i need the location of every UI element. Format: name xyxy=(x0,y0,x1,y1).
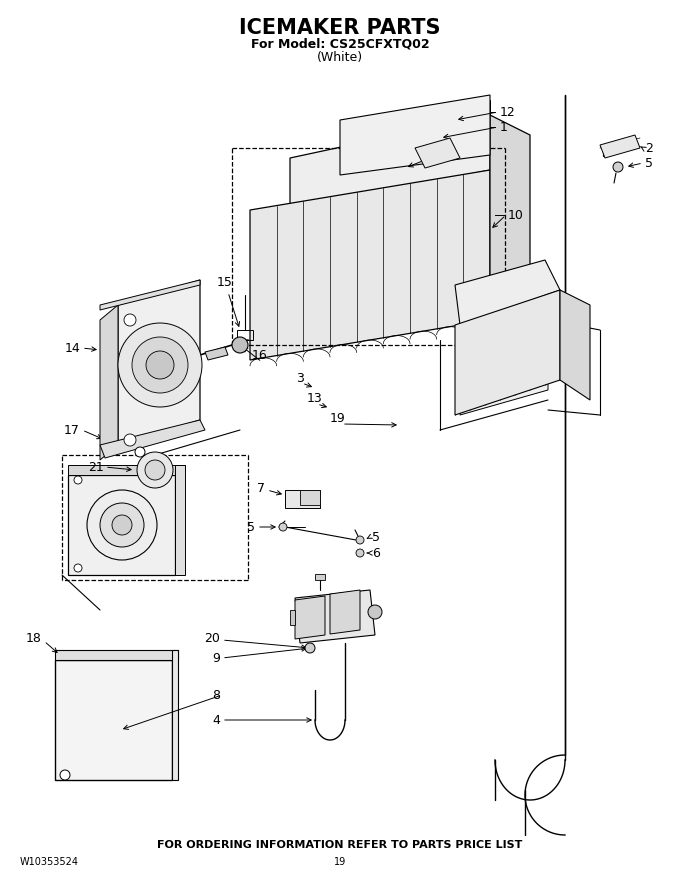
Circle shape xyxy=(145,460,165,480)
Circle shape xyxy=(356,549,364,557)
Polygon shape xyxy=(290,610,295,625)
Circle shape xyxy=(112,515,132,535)
Text: FOR ORDERING INFORMATION REFER TO PARTS PRICE LIST: FOR ORDERING INFORMATION REFER TO PARTS … xyxy=(157,840,523,850)
Circle shape xyxy=(132,337,188,393)
Text: 8: 8 xyxy=(212,688,220,701)
Polygon shape xyxy=(295,590,375,643)
Polygon shape xyxy=(300,490,320,505)
Text: 16: 16 xyxy=(252,348,268,362)
Polygon shape xyxy=(118,280,200,445)
Text: (White): (White) xyxy=(317,50,363,63)
Circle shape xyxy=(74,564,82,572)
Text: 13: 13 xyxy=(307,392,323,405)
Circle shape xyxy=(135,447,145,457)
Polygon shape xyxy=(330,590,360,634)
Polygon shape xyxy=(455,260,560,325)
Circle shape xyxy=(305,643,315,653)
Text: 14: 14 xyxy=(64,341,80,355)
Text: ICEMAKER PARTS: ICEMAKER PARTS xyxy=(239,18,441,38)
Polygon shape xyxy=(600,135,640,158)
Polygon shape xyxy=(285,490,320,508)
Polygon shape xyxy=(490,115,530,320)
Text: 21: 21 xyxy=(88,460,104,473)
Polygon shape xyxy=(205,347,228,360)
Text: 10: 10 xyxy=(508,209,524,222)
Text: 4: 4 xyxy=(212,714,220,727)
Circle shape xyxy=(118,323,202,407)
Polygon shape xyxy=(455,290,560,415)
Circle shape xyxy=(74,476,82,484)
Polygon shape xyxy=(68,475,175,575)
Text: 5: 5 xyxy=(247,520,255,533)
Circle shape xyxy=(100,503,144,547)
Text: For Model: CS25CFXTQ02: For Model: CS25CFXTQ02 xyxy=(251,38,429,50)
Text: 7: 7 xyxy=(257,481,265,495)
Circle shape xyxy=(232,337,248,353)
Text: 19: 19 xyxy=(334,857,346,867)
Polygon shape xyxy=(68,465,185,475)
Polygon shape xyxy=(55,650,178,660)
Circle shape xyxy=(124,434,136,446)
Text: 5: 5 xyxy=(645,157,653,170)
Text: 17: 17 xyxy=(64,423,80,436)
Text: 3: 3 xyxy=(296,371,304,385)
Text: 18: 18 xyxy=(26,632,42,644)
Circle shape xyxy=(613,162,623,172)
Polygon shape xyxy=(172,650,178,780)
Circle shape xyxy=(124,314,136,326)
Polygon shape xyxy=(250,170,490,360)
Polygon shape xyxy=(175,465,185,575)
Polygon shape xyxy=(415,138,460,168)
Circle shape xyxy=(87,490,157,560)
Polygon shape xyxy=(560,290,590,400)
Circle shape xyxy=(356,536,364,544)
Polygon shape xyxy=(460,315,548,415)
Text: 9: 9 xyxy=(212,651,220,664)
Circle shape xyxy=(279,523,287,531)
Circle shape xyxy=(137,452,173,488)
Text: 19: 19 xyxy=(330,412,346,424)
Text: 12: 12 xyxy=(500,106,515,119)
Polygon shape xyxy=(55,660,172,780)
Circle shape xyxy=(146,351,174,379)
Text: W10353524: W10353524 xyxy=(20,857,79,867)
Text: 15: 15 xyxy=(217,275,233,289)
Text: 6: 6 xyxy=(372,546,380,560)
Text: 5: 5 xyxy=(372,531,380,544)
Text: 1: 1 xyxy=(500,121,508,134)
Polygon shape xyxy=(295,596,325,639)
Text: 11: 11 xyxy=(432,151,447,165)
Text: 20: 20 xyxy=(204,632,220,644)
Text: 2: 2 xyxy=(645,142,653,155)
Polygon shape xyxy=(315,574,325,580)
Polygon shape xyxy=(100,305,118,460)
Polygon shape xyxy=(290,115,490,210)
Polygon shape xyxy=(100,280,200,310)
Circle shape xyxy=(368,605,382,619)
Circle shape xyxy=(60,770,70,780)
Polygon shape xyxy=(100,420,205,458)
Polygon shape xyxy=(340,95,490,175)
